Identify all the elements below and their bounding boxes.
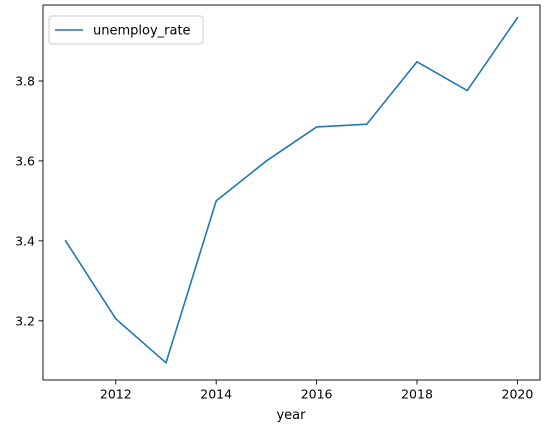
y-axis: 3.2 3.4 3.6 3.8 [15, 73, 43, 328]
y-tick-label: 3.2 [15, 313, 35, 328]
y-tick-label: 3.6 [15, 153, 35, 168]
x-tick-label: 2020 [502, 387, 534, 402]
x-tick-label: 2018 [401, 387, 433, 402]
x-tick-label: 2016 [301, 387, 333, 402]
series-line-0 [64, 16, 519, 364]
plot-area [42, 4, 541, 381]
y-tick-label: 3.8 [15, 73, 35, 88]
axes-frame [42, 4, 541, 381]
x-tick-label: 2014 [200, 387, 232, 402]
x-axis: 2012 2014 2016 2018 2020 [100, 380, 533, 402]
y-tick-label: 3.4 [15, 233, 35, 248]
x-tick-label: 2012 [100, 387, 132, 402]
x-axis-title: year [276, 408, 306, 423]
legend-box [48, 15, 204, 45]
legend-label: unemploy_rate [93, 24, 191, 39]
legend: unemploy_rate [48, 15, 204, 45]
